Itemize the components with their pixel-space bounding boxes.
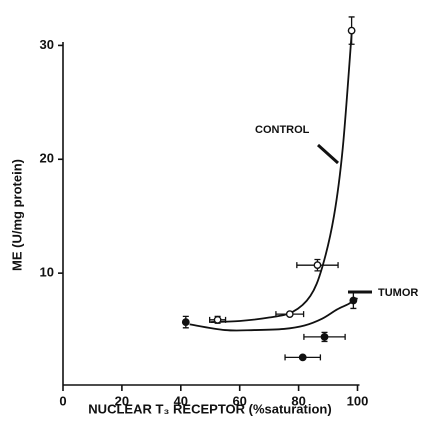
point bbox=[285, 310, 294, 319]
x-tick-label: 20 bbox=[115, 393, 129, 408]
point bbox=[349, 296, 358, 305]
fit-curve bbox=[189, 297, 358, 332]
point bbox=[213, 315, 222, 324]
x-tick-label: 0 bbox=[59, 393, 66, 408]
point bbox=[320, 333, 329, 341]
x-tick-label: 40 bbox=[174, 393, 188, 408]
control-leader bbox=[316, 143, 340, 165]
series-label: TUMOR bbox=[378, 287, 418, 299]
point bbox=[313, 261, 322, 270]
series-label: CONTROL bbox=[255, 124, 310, 136]
x-axis-label: NUCLEAR T₃ RECEPTOR (%saturation) bbox=[88, 401, 331, 416]
y-axis-label: ME (U/mg protein) bbox=[9, 159, 24, 271]
x-tick-label: 100 bbox=[347, 393, 369, 408]
point bbox=[347, 26, 356, 35]
point bbox=[298, 353, 307, 362]
fit-curve bbox=[210, 33, 353, 323]
x-tick-label: 60 bbox=[232, 393, 246, 408]
point bbox=[181, 318, 190, 326]
y-tick-label: 10 bbox=[40, 265, 54, 280]
x-tick-label: 80 bbox=[291, 393, 305, 408]
y-tick-label: 20 bbox=[40, 151, 54, 166]
y-tick-label: 30 bbox=[40, 37, 54, 52]
